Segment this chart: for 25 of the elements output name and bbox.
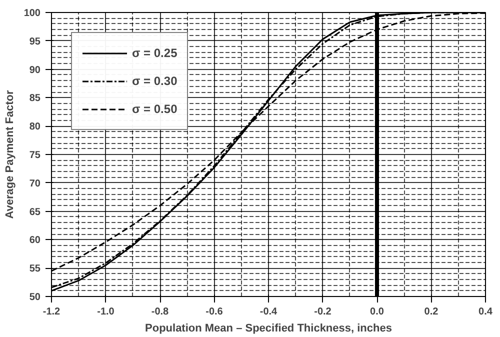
y-tick-label: 55 [29, 264, 41, 275]
y-tick-label: 75 [29, 150, 41, 161]
y-tick-label: 50 [29, 292, 41, 303]
y-tick-label: 80 [29, 122, 41, 133]
x-tick-label: -0.8 [151, 306, 170, 318]
x-tick-label: -0.4 [260, 306, 278, 318]
y-tick-label: 95 [29, 36, 41, 48]
legend-label: σ = 0.25 [132, 46, 178, 60]
y-axis-title: Average Payment Factor [4, 89, 16, 219]
legend-label: σ = 0.50 [132, 102, 178, 116]
x-axis-title: Population Mean – Specified Thickness, inches [145, 322, 392, 334]
legend-label: σ = 0.30 [132, 74, 178, 88]
y-tick-label: 70 [29, 178, 41, 190]
x-tick-label: -0.2 [314, 306, 332, 318]
x-tick-label: -1.2 [42, 306, 61, 318]
x-tick-label: 0.2 [424, 306, 439, 318]
y-tick-label: 65 [29, 206, 41, 218]
x-tick-label: -0.6 [206, 306, 224, 318]
y-tick-label: 85 [29, 93, 41, 104]
y-tick-label: 100 [24, 8, 41, 19]
x-tick-label: -1.0 [97, 306, 115, 318]
y-tick-label: 90 [29, 64, 41, 76]
x-tick-label: 0.4 [478, 306, 493, 318]
y-tick-label: 60 [29, 235, 41, 246]
x-tick-label: 0.0 [370, 306, 384, 318]
